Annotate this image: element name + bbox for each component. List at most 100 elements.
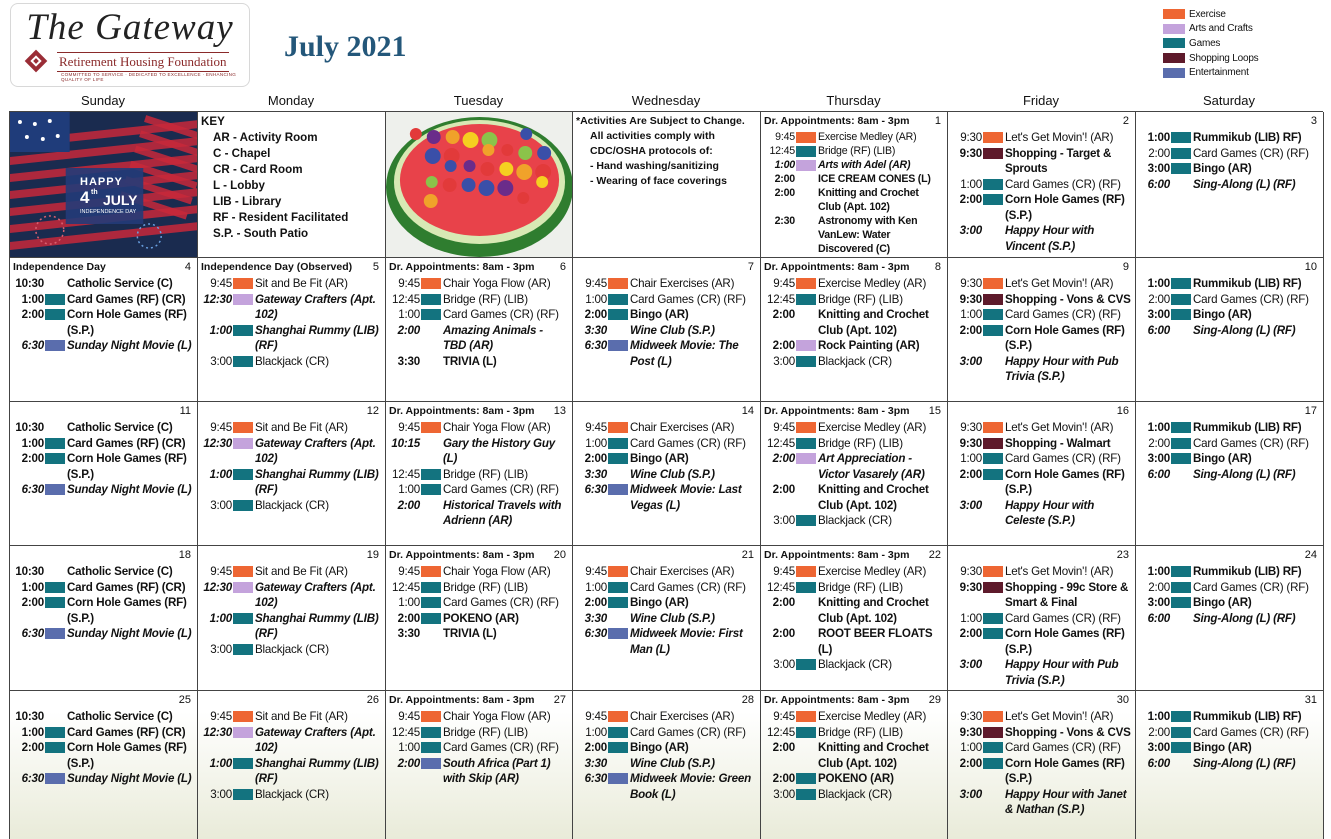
event: 2:00 Corn Hole Games (RF) (S.P.): [951, 323, 1132, 354]
day-name-tuesday: Tuesday: [453, 93, 504, 108]
event: 1:00 Card Games (CR) (RF): [576, 436, 757, 452]
event-category-swatch: [45, 742, 65, 753]
event-title: Wine Club (S.P.): [630, 467, 715, 481]
event-time: 6:30: [584, 772, 608, 785]
event-category-swatch: [421, 309, 441, 320]
event-title: Let's Get Movin'! (AR): [1005, 421, 1114, 434]
day-cell-12: 12 9:45 Sit and Be Fit (AR) 12:30 Gateway Cr…: [198, 402, 386, 546]
event-time: 12:45: [391, 467, 420, 481]
event-time: 10:30: [15, 421, 44, 434]
event: 1:00 Card Games (CR) (RF): [951, 611, 1132, 627]
event: 3:00 Blackjack (CR): [764, 787, 944, 803]
day-number: 24: [1304, 549, 1317, 561]
event-category-swatch: [233, 499, 253, 511]
event-category-swatch: [796, 293, 816, 305]
event-category-swatch: [233, 278, 253, 289]
event-title: Gary the History Guy (L): [443, 436, 555, 466]
event-category-swatch: [796, 581, 816, 593]
event-category-swatch: [608, 293, 628, 305]
event: 9:45 Chair Exercises (AR): [576, 276, 757, 292]
event: 2:00 Corn Hole Games (RF) (S.P.): [951, 467, 1132, 498]
event: 1:00 Card Games (CR) (RF): [389, 740, 569, 756]
event: 3:00 Happy Hour with Celeste (S.P.): [951, 498, 1132, 529]
day-cell-2: 2 9:30 Let's Get Movin'! (AR) 9:30 Shopping …: [948, 112, 1136, 258]
event-title: Bingo (AR): [1193, 308, 1252, 321]
event: 2:00 ROOT BEER FLOATS (L): [764, 626, 944, 657]
event: 6:30 Sunday Night Movie (L): [13, 338, 194, 354]
event-category-swatch: [608, 726, 628, 738]
event: 2:00 Amazing Animals - TBD (AR): [389, 323, 569, 354]
event-time: 2:00: [1148, 292, 1170, 306]
event-category-swatch: [233, 324, 253, 336]
day-heading: [576, 260, 757, 276]
event-time: 1:00: [21, 580, 45, 594]
event: 6:30 Midweek Movie: Green Book (L): [576, 771, 757, 802]
event-category-swatch: [1171, 437, 1191, 449]
event: 9:45 Sit and Be Fit (AR): [201, 276, 382, 292]
event-time: 6:00: [1147, 467, 1171, 481]
event: 2:30 Astronomy with Ken VanLew: Water Dis…: [764, 214, 944, 256]
event-category-swatch: [45, 437, 65, 449]
event: 2:00 Knitting and Crochet Club (Apt. 102): [764, 595, 944, 626]
notice-line: CDC/OSHA protocols of:: [590, 145, 713, 157]
event: 9:45 Chair Yoga Flow (AR): [389, 276, 569, 292]
event-title: Corn Hole Games (RF) (S.P.): [1005, 467, 1125, 497]
event: 6:00 Sing-Along (L) (RF): [1139, 177, 1320, 193]
day-heading: Dr. Appointments: 8am - 3pm: [389, 405, 535, 417]
event: 2:00 South Africa (Part 1) with Skip (AR): [389, 756, 569, 787]
day-number: 28: [741, 694, 754, 706]
event-category-swatch: [608, 437, 628, 449]
event-time: 12:45: [391, 725, 420, 739]
day-number: 8: [934, 261, 941, 273]
day-heading: Independence Day: [13, 261, 106, 273]
day-number: 29: [928, 694, 941, 706]
event-time: 2:00: [774, 187, 796, 199]
key-line: CR - Card Room: [213, 163, 303, 176]
event: 12:45 Bridge (RF) (LIB): [764, 144, 944, 158]
event: 12:45 Bridge (RF) (LIB): [389, 292, 569, 308]
day-number: 1: [934, 115, 941, 127]
event-category-swatch: [233, 612, 253, 624]
event-category-swatch: [608, 566, 628, 577]
event-category-swatch: [796, 659, 816, 670]
event-time: 1:00: [398, 741, 420, 754]
event-title: Sunday Night Movie (L): [67, 772, 192, 785]
event: 1:00 Card Games (CR) (RF): [951, 307, 1132, 323]
notice-cell: *Activities Are Subject to Change. All ac…: [573, 112, 761, 258]
day-cell-13: 13 Dr. Appointments: 8am - 3pm 9:45 Chair Y…: [386, 402, 573, 546]
event: 2:00 POKENO (AR): [389, 611, 569, 627]
event: 2:00 Knitting and Crochet Club (Apt. 102): [764, 307, 944, 338]
day-cell-25: 25 10:30 Catholic Service (C) 1:00 Card Game…: [10, 691, 198, 839]
event: 3:30 Wine Club (S.P.): [576, 611, 757, 627]
day-cell-1: 1 Dr. Appointments: 8am - 3pm 9:45 Exercise…: [761, 112, 948, 258]
day-cell-23: 23 9:30 Let's Get Movin'! (AR) 9:30 Shopping…: [948, 546, 1136, 691]
event: 10:30 Catholic Service (C): [13, 564, 194, 580]
event: 6:00 Sing-Along (L) (RF): [1139, 467, 1320, 483]
event-time: 2:00: [584, 452, 608, 465]
event-time: 6:30: [21, 339, 45, 352]
event: 2:00 Corn Hole Games (RF) (S.P.): [13, 740, 194, 771]
day-number: 11: [179, 405, 191, 417]
day-number: 19: [366, 549, 379, 561]
notice-line: *Activities Are Subject to Change.: [576, 115, 745, 127]
event: 12:45 Bridge (RF) (LIB): [389, 725, 569, 741]
event-title: Knitting and Crochet Club (Apt. 102): [818, 483, 929, 512]
event-category-swatch: [421, 566, 441, 577]
legend-item: Games: [1163, 36, 1259, 51]
event-category-swatch: [983, 324, 1003, 336]
event-category-swatch: [421, 581, 441, 593]
event-category-swatch: [608, 581, 628, 593]
event-title: Exercise Medley (AR): [818, 710, 927, 723]
event-category-swatch: [1171, 726, 1191, 738]
event: 2:00 Corn Hole Games (RF) (S.P.): [13, 595, 194, 626]
day-name-friday: Friday: [1022, 93, 1060, 108]
day-number: 9: [1122, 261, 1129, 273]
day-number: 15: [928, 405, 941, 417]
event-time: 9:45: [210, 277, 232, 290]
event-title: Blackjack (CR): [255, 498, 329, 512]
event-category-swatch: [421, 726, 441, 738]
event-time: 1:00: [1147, 710, 1171, 723]
key-line: C - Chapel: [213, 147, 271, 160]
event-category-swatch: [983, 581, 1003, 593]
